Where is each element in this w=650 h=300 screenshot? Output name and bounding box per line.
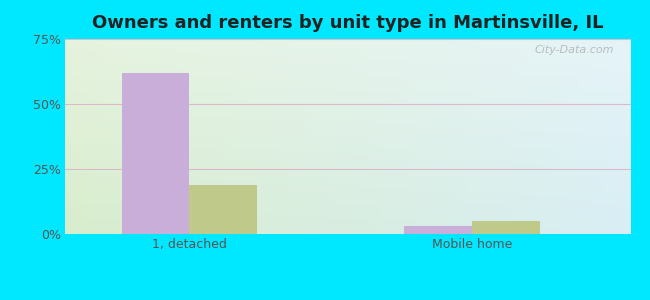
Text: City-Data.com: City-Data.com <box>534 45 614 55</box>
Bar <box>189 184 257 234</box>
Bar <box>472 221 540 234</box>
Title: Owners and renters by unit type in Martinsville, IL: Owners and renters by unit type in Marti… <box>92 14 603 32</box>
Bar <box>122 73 189 234</box>
Bar <box>404 226 472 234</box>
